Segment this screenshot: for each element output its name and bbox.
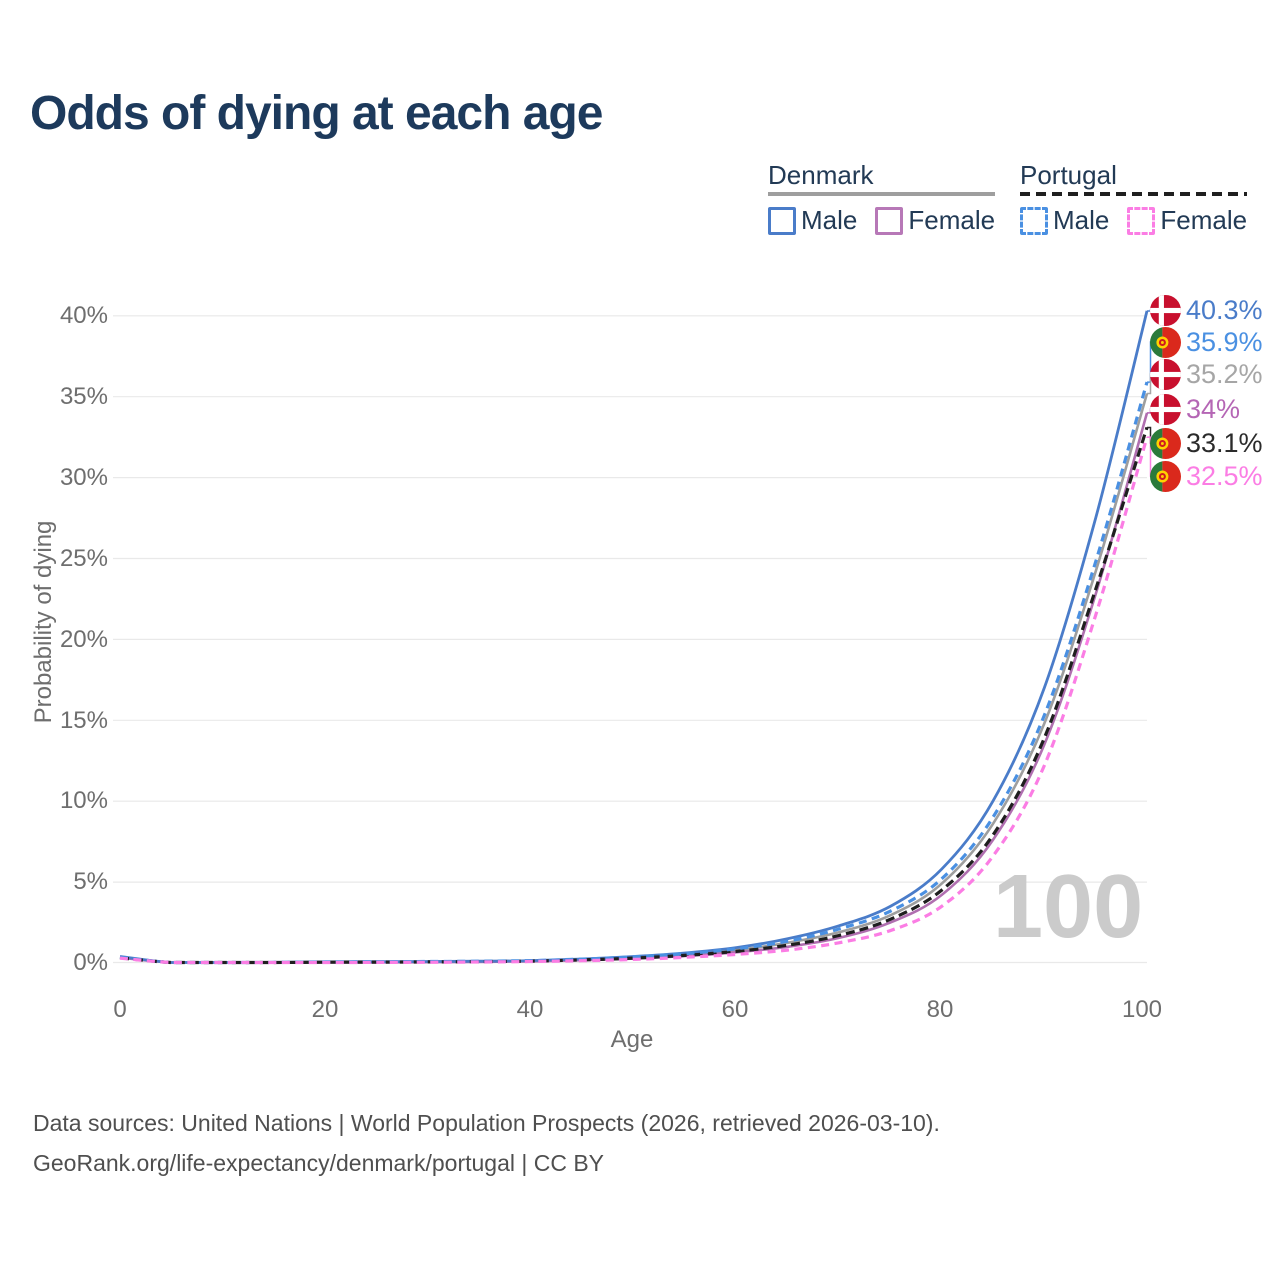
data-sources-note: Data sources: United Nations | World Pop… [33, 1110, 940, 1136]
y-tick-0: 0% [73, 949, 108, 976]
series-line-portugal-both[interactable] [119, 426, 1149, 965]
x-tick-80: 80 [926, 996, 954, 1023]
x-tick-40: 40 [516, 996, 544, 1023]
legend-item-portugal-male[interactable]: Male [1020, 205, 1109, 236]
checkbox-portugal-female-icon[interactable] [1127, 206, 1156, 235]
y-tick-30: 30% [59, 464, 108, 491]
x-tick-60: 60 [721, 996, 749, 1023]
series-line-portugal-female[interactable] [119, 436, 1149, 965]
end-label-denmark-male: 40.3% [1150, 294, 1263, 326]
legend-label-denmark-male: Male [801, 205, 858, 235]
y-tick-25: 25% [59, 545, 108, 572]
end-label-portugal-female: 32.5% [1150, 460, 1263, 492]
y-tick-10: 10% [59, 787, 108, 814]
checkbox-denmark-female-icon[interactable] [875, 206, 904, 235]
legend-label-denmark-female: Female [908, 205, 996, 235]
legend-underline-denmark [768, 192, 996, 196]
legend-label-portugal-male: Male [1053, 205, 1110, 235]
page-title: Odds of dying at each age [30, 87, 603, 140]
portugal-flag-icon [1150, 460, 1181, 492]
y-tick-15: 15% [59, 707, 108, 734]
denmark-flag-icon [1150, 393, 1181, 425]
end-value: 34% [1186, 393, 1241, 424]
legend-label-portugal-female: Female [1160, 205, 1248, 235]
x-tick-100: 100 [1121, 996, 1163, 1023]
portugal-flag-icon [1150, 326, 1181, 358]
portugal-flag-icon [1150, 427, 1181, 459]
end-label-portugal-male: 35.9% [1150, 326, 1263, 358]
y-tick-20: 20% [59, 626, 108, 653]
legend-item-denmark-male[interactable]: Male [768, 205, 857, 236]
legend-group-portugal: Portugal Male Female [1020, 160, 1248, 236]
legend-country-portugal[interactable]: Portugal [1020, 160, 1117, 190]
denmark-flag-icon [1150, 358, 1181, 390]
checkbox-portugal-male-icon[interactable] [1020, 206, 1048, 235]
legend-country-denmark[interactable]: Denmark [768, 160, 874, 190]
x-tick-0: 0 [113, 996, 127, 1023]
end-label-denmark-both: 35.2% [1150, 358, 1263, 390]
end-label-denmark-female: 34% [1150, 393, 1240, 425]
end-value: 32.5% [1186, 460, 1263, 491]
end-value: 35.2% [1186, 358, 1263, 389]
x-tick-20: 20 [311, 996, 339, 1023]
y-tick-35: 35% [59, 383, 108, 410]
y-tick-5: 5% [73, 868, 108, 895]
denmark-flag-icon [1150, 294, 1181, 326]
end-value: 35.9% [1186, 326, 1263, 357]
end-value: 40.3% [1186, 294, 1263, 325]
legend-item-denmark-female[interactable]: Female [875, 205, 995, 236]
age-watermark: 100 [993, 857, 1144, 957]
end-label-portugal-both: 33.1% [1150, 427, 1263, 459]
x-axis-title: Age [610, 1026, 654, 1053]
attribution-link: GeoRank.org/life-expectancy/denmark/port… [33, 1150, 605, 1176]
series-line-portugal-male[interactable] [119, 381, 1149, 965]
legend-underline-portugal [1020, 192, 1248, 196]
legend-group-denmark: Denmark Male Female [768, 160, 996, 236]
end-value: 33.1% [1186, 427, 1263, 458]
checkbox-denmark-male-icon[interactable] [768, 206, 796, 235]
y-tick-40: 40% [59, 302, 108, 329]
legend-item-portugal-female[interactable]: Female [1127, 205, 1247, 236]
